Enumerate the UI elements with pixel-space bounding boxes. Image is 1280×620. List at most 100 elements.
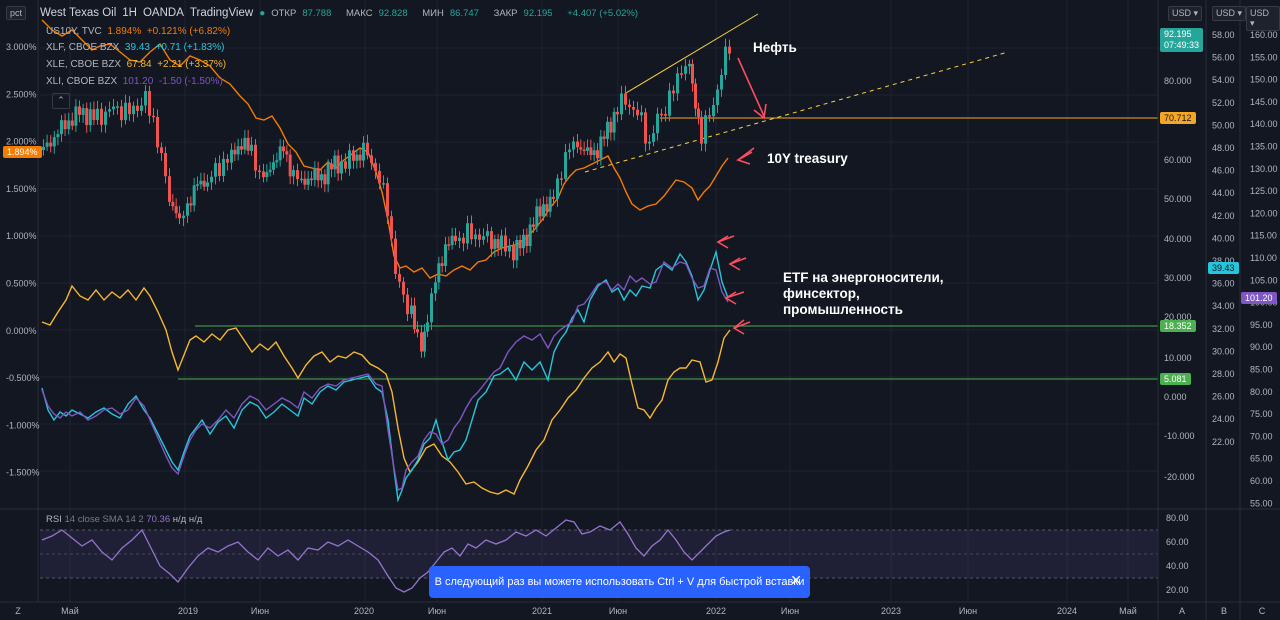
candle-body bbox=[394, 238, 397, 274]
currency-button-3[interactable]: USD ▾ bbox=[1246, 6, 1280, 31]
candle-body bbox=[42, 146, 45, 150]
time-axis-label: 2022 bbox=[706, 606, 726, 616]
rsi-params: 14 close SMA 14 2 bbox=[64, 514, 144, 525]
paste-hint-toast: В следующий раз вы можете использовать C… bbox=[429, 566, 810, 598]
axis4-tick: 90.00 bbox=[1250, 342, 1273, 352]
annotation-etf: ETF на энергоносители, финсектор, промыш… bbox=[783, 270, 944, 318]
axis3-tick: 44.00 bbox=[1212, 188, 1235, 198]
axis4-tick: 140.00 bbox=[1250, 119, 1278, 129]
close-icon[interactable]: ✕ bbox=[790, 572, 802, 588]
rsi-legend[interactable]: RSI 14 close SMA 14 2 70.36 н/д н/д bbox=[46, 514, 202, 525]
currency-button-1[interactable]: USD ▾ bbox=[1168, 6, 1203, 21]
rsi-axis-tick: 80.00 bbox=[1166, 513, 1189, 523]
axis3-tick: 46.00 bbox=[1212, 166, 1235, 176]
candle-body bbox=[628, 104, 631, 107]
candle-body bbox=[320, 174, 323, 181]
candle-body bbox=[708, 115, 711, 117]
axis4-tick: 125.00 bbox=[1250, 186, 1278, 196]
interval[interactable]: 1H bbox=[122, 7, 137, 19]
candle-body bbox=[548, 196, 552, 212]
legend-xli[interactable]: XLI, CBOE BZX 101.20 -1.50 (-1.50%) bbox=[46, 76, 223, 87]
candle-body bbox=[490, 231, 493, 249]
candle-body bbox=[576, 141, 579, 148]
candle-body bbox=[697, 108, 700, 117]
candle-body bbox=[310, 178, 313, 181]
xlf-line bbox=[41, 249, 729, 503]
level-badge: 70.712 bbox=[1160, 112, 1196, 124]
collapse-legend-icon[interactable]: ⌃ bbox=[52, 93, 70, 109]
axis4-tick: 115.00 bbox=[1250, 231, 1277, 241]
candle-body bbox=[192, 185, 196, 206]
axis4-tick: 95.00 bbox=[1250, 320, 1273, 330]
time-axis[interactable]: Май 2019 Июн 2020 Июн 2021 Июн 2022 Июн 2023 Июн 20… bbox=[15, 606, 1266, 616]
candle-body bbox=[178, 213, 181, 219]
currency-button-2[interactable]: USD ▾ bbox=[1212, 6, 1247, 21]
candle-body bbox=[620, 93, 623, 115]
axis4-tick: 80.00 bbox=[1250, 387, 1273, 397]
left-axis-tick: 3.000% bbox=[6, 42, 37, 52]
candle-body bbox=[112, 106, 115, 110]
candle-body bbox=[282, 146, 285, 152]
legend-us10y[interactable]: US10Y, TVC 1.894% +0.121% (+6.82%) bbox=[46, 26, 231, 37]
upper-trendline[interactable] bbox=[625, 13, 759, 94]
candle-body bbox=[413, 305, 416, 330]
candle-body bbox=[352, 150, 355, 161]
price-axis-4[interactable]: 160.00 155.00 150.00 145.00 140.00 135.00 130.… bbox=[1250, 30, 1278, 508]
rsi-axis-tick: 40.00 bbox=[1166, 561, 1189, 571]
rsi-axis[interactable]: 80.00 60.00 40.00 20.00 bbox=[1166, 513, 1189, 595]
legend-xlf[interactable]: XLF, CBOE BZX 39.43 +0.71 (+1.83%) bbox=[46, 42, 225, 53]
left-axis-tick: 0.000% bbox=[6, 326, 37, 336]
candle-body bbox=[458, 237, 461, 241]
axis4-tick: 135.00 bbox=[1250, 142, 1278, 152]
candle-body bbox=[579, 147, 583, 150]
candle-body bbox=[644, 112, 647, 144]
axis4-tick: 105.00 bbox=[1250, 275, 1278, 285]
candle-body bbox=[81, 108, 85, 115]
dashed-trendline[interactable] bbox=[584, 51, 1009, 173]
axis3-tick: 58.00 bbox=[1212, 30, 1235, 40]
candle-body bbox=[440, 263, 444, 266]
candle-body bbox=[230, 149, 233, 163]
candle-body bbox=[202, 180, 206, 187]
percent-scale-button[interactable]: pct bbox=[6, 6, 27, 20]
candle-body bbox=[355, 154, 359, 161]
candle-body bbox=[466, 223, 469, 244]
left-percent-axis[interactable]: 3.000% 2.500% 2.000% 1.500% 1.000% 0.500% 0.00… bbox=[6, 42, 40, 478]
axis3-tick: 22.00 bbox=[1212, 437, 1235, 447]
candle-body bbox=[120, 106, 123, 121]
symbol-name[interactable]: West Texas Oil bbox=[40, 7, 117, 19]
annotation-treasury: 10Y treasury bbox=[767, 151, 848, 166]
price-axis-2[interactable]: 80.000 60.000 50.000 40.000 30.000 20.000 10.0… bbox=[1164, 76, 1195, 482]
candle-body bbox=[609, 121, 613, 133]
candle-body bbox=[512, 245, 515, 261]
candle-body bbox=[222, 158, 225, 177]
legend-xle[interactable]: XLE, CBOE BZX 67.84 +2.21 (+3.37%) bbox=[46, 59, 227, 70]
candle-body bbox=[285, 151, 289, 155]
candle-body bbox=[486, 231, 489, 237]
axis3-tick: 30.00 bbox=[1212, 346, 1235, 356]
candle-body bbox=[416, 329, 419, 333]
candle-body bbox=[712, 105, 715, 117]
axis4-tick: 70.00 bbox=[1250, 431, 1273, 441]
axis4-tick: 160.00 bbox=[1250, 30, 1278, 40]
candle-body bbox=[382, 183, 385, 185]
left-axis-tick: 0.500% bbox=[6, 279, 37, 289]
xle-line bbox=[41, 284, 731, 495]
candle-body bbox=[410, 305, 413, 315]
candle-body bbox=[288, 154, 292, 177]
candle-body bbox=[656, 113, 659, 134]
axis3-tick: 52.00 bbox=[1212, 98, 1235, 108]
candle-body bbox=[606, 121, 609, 139]
axis2-tick: -10.000 bbox=[1164, 431, 1195, 441]
axis2-tick: 0.000 bbox=[1164, 392, 1187, 402]
candle-body bbox=[589, 147, 593, 156]
time-axis-label: Май bbox=[1119, 606, 1137, 616]
axis3-tick: 34.00 bbox=[1212, 301, 1235, 311]
axis4-tick: 150.00 bbox=[1250, 75, 1278, 85]
candle-body bbox=[254, 144, 257, 171]
candle-body bbox=[140, 105, 143, 111]
price-axis-3[interactable]: 58.00 56.00 54.00 52.00 50.00 48.00 46.00 44.00… bbox=[1212, 30, 1235, 447]
candle-body bbox=[313, 168, 317, 180]
currency-label: USD bbox=[1250, 8, 1270, 18]
